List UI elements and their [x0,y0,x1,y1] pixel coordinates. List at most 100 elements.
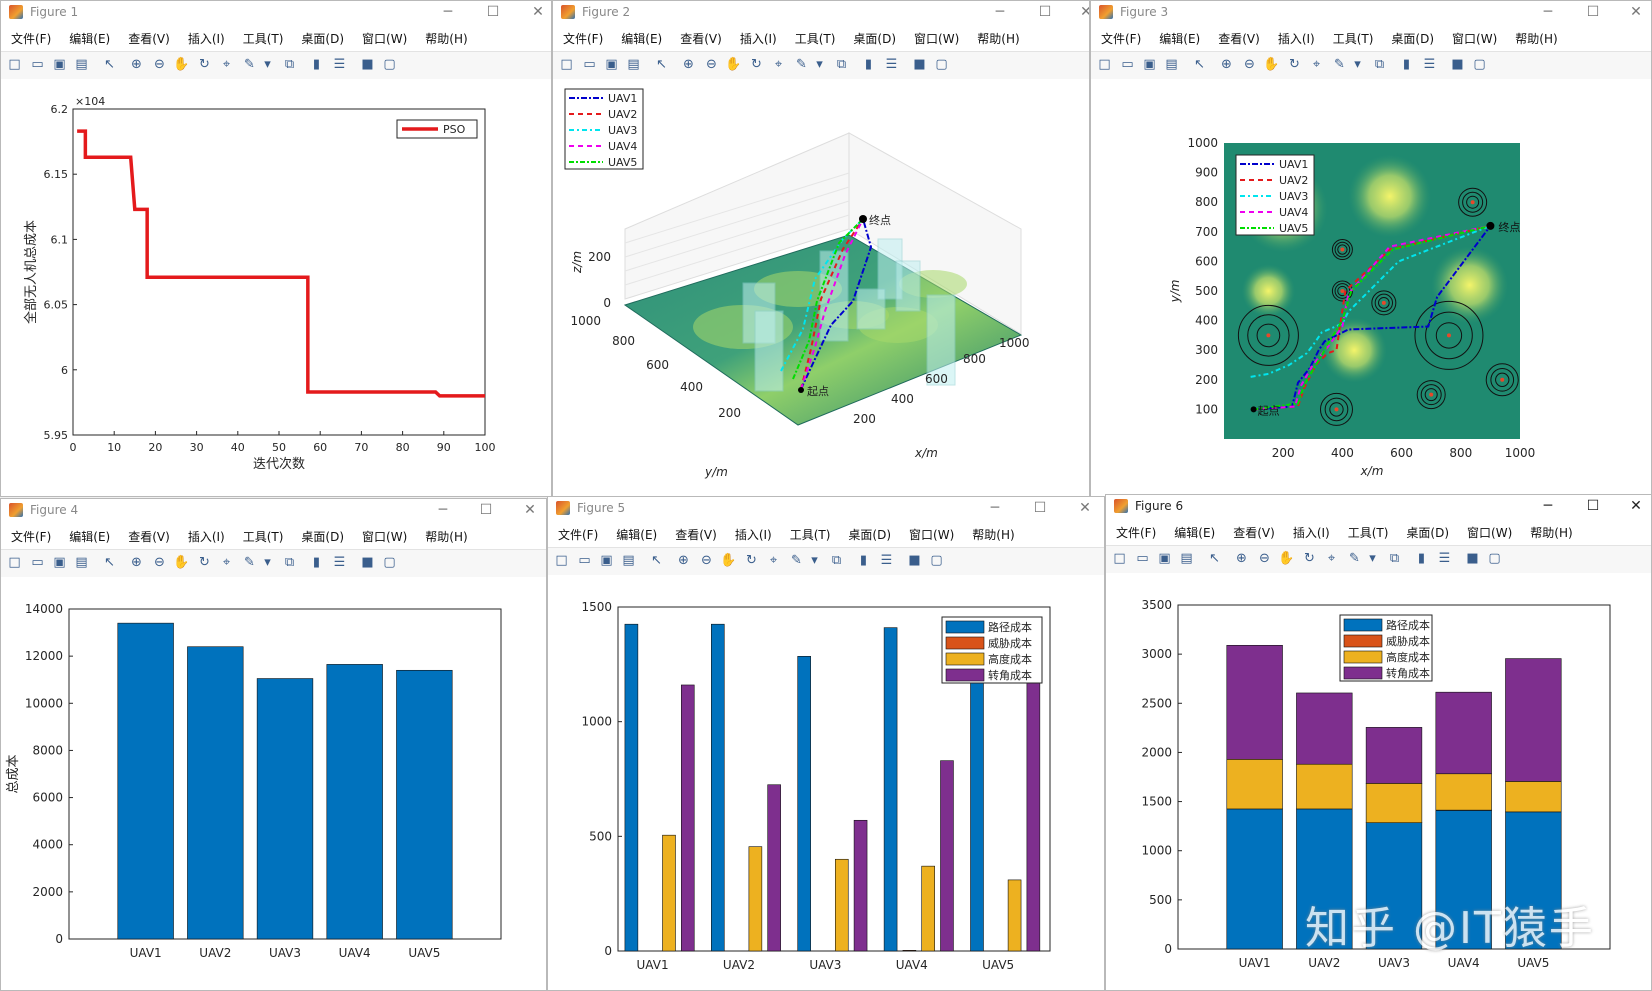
colorbar-icon[interactable]: ▮ [312,555,321,570]
menu-item-4[interactable]: 工具(T) [794,32,836,46]
hide-tools-icon[interactable]: ■ [1466,551,1479,566]
dock-icon[interactable]: ▢ [1488,551,1501,566]
figure-window-4[interactable]: Figure 4 ─ ☐ ✕ 文件(F) 编辑(E) 查看(V) 插入(I) 工具(T)… [0,498,547,991]
pan-hand-icon[interactable]: ✋ [720,553,737,568]
data-cursor-icon[interactable]: ⌖ [222,555,231,570]
save-icon[interactable]: ▣ [600,553,613,568]
dropdown-arrow-icon[interactable]: ▾ [1369,551,1376,566]
dropdown-arrow-icon[interactable]: ▾ [811,553,818,568]
maximize-button[interactable]: ☐ [479,502,493,518]
link-plot-icon[interactable]: ⧉ [1374,57,1385,72]
legend-icon[interactable]: ☰ [1438,551,1451,566]
link-plot-icon[interactable]: ⧉ [284,57,295,72]
new-file-icon[interactable]: □ [555,553,568,568]
menu-item-1[interactable]: 编辑(E) [621,32,663,46]
maximize-button[interactable]: ☐ [1586,498,1600,514]
brush-icon[interactable]: ✎ [244,57,255,72]
brush-icon[interactable]: ✎ [791,553,802,568]
maximize-button[interactable]: ☐ [1586,4,1600,20]
save-icon[interactable]: ▣ [605,57,618,72]
print-icon[interactable]: ▤ [75,57,88,72]
legend-icon[interactable]: ☰ [333,57,346,72]
link-plot-icon[interactable]: ⧉ [284,555,295,570]
zoom-out-icon[interactable]: ⊖ [154,57,165,72]
pan-hand-icon[interactable]: ✋ [1278,551,1295,566]
zoom-in-icon[interactable]: ⊕ [131,555,142,570]
legend-icon[interactable]: ☰ [880,553,893,568]
data-cursor-icon[interactable]: ⌖ [1312,57,1321,72]
data-cursor-icon[interactable]: ⌖ [222,57,231,72]
dropdown-arrow-icon[interactable]: ▾ [264,57,271,72]
menu-item-1[interactable]: 编辑(E) [69,530,111,544]
data-cursor-icon[interactable]: ⌖ [774,57,783,72]
dock-icon[interactable]: ▢ [930,553,943,568]
new-file-icon[interactable]: □ [1113,551,1126,566]
print-icon[interactable]: ▤ [1180,551,1193,566]
minimize-button[interactable]: ─ [443,4,453,20]
close-button[interactable]: ✕ [1069,3,1089,21]
open-folder-icon[interactable]: ▭ [583,57,596,72]
zoom-out-icon[interactable]: ⊖ [1244,57,1255,72]
open-folder-icon[interactable]: ▭ [1121,57,1134,72]
menu-item-0[interactable]: 文件(F) [1116,526,1157,540]
minimize-button[interactable]: ─ [438,502,448,518]
pan-hand-icon[interactable]: ✋ [173,57,190,72]
menu-item-3[interactable]: 插入(I) [187,530,225,544]
menu-item-5[interactable]: 桌面(D) [853,32,897,46]
menu-item-2[interactable]: 查看(V) [1233,526,1275,540]
menu-item-0[interactable]: 文件(F) [1101,32,1142,46]
save-icon[interactable]: ▣ [53,57,66,72]
zoom-in-icon[interactable]: ⊕ [1236,551,1247,566]
menu-item-6[interactable]: 窗口(W) [362,530,408,544]
pan-hand-icon[interactable]: ✋ [725,57,742,72]
maximize-button[interactable]: ☐ [1038,4,1052,20]
title-bar[interactable]: Figure 5 ─ ☐ ✕ [548,497,1104,520]
rotate-3d-icon[interactable]: ↻ [1304,551,1315,566]
close-button[interactable]: ✕ [1630,4,1642,20]
menu-item-5[interactable]: 桌面(D) [1391,32,1435,46]
close-button[interactable]: ✕ [532,4,544,20]
menu-item-0[interactable]: 文件(F) [563,32,604,46]
data-cursor-icon[interactable]: ⌖ [1327,551,1336,566]
zoom-out-icon[interactable]: ⊖ [706,57,717,72]
pointer-icon[interactable]: ↖ [104,57,115,72]
brush-icon[interactable]: ✎ [1349,551,1360,566]
open-folder-icon[interactable]: ▭ [31,555,44,570]
figure-window-2[interactable]: Figure 2 ─ ☐ ✕ 文件(F) 编辑(E) 查看(V) 插入(I) 工具(T)… [552,0,1090,497]
menu-item-5[interactable]: 桌面(D) [301,32,345,46]
dock-icon[interactable]: ▢ [935,57,948,72]
menu-item-6[interactable]: 窗口(W) [362,32,408,46]
minimize-button[interactable]: ─ [990,500,1000,516]
menu-item-5[interactable]: 桌面(D) [1406,526,1450,540]
menu-item-2[interactable]: 查看(V) [1218,32,1260,46]
print-icon[interactable]: ▤ [622,553,635,568]
menu-item-4[interactable]: 工具(T) [1332,32,1374,46]
print-icon[interactable]: ▤ [1165,57,1178,72]
dock-icon[interactable]: ▢ [383,57,396,72]
menu-item-1[interactable]: 编辑(E) [1174,526,1216,540]
new-file-icon[interactable]: □ [8,57,21,72]
legend-icon[interactable]: ☰ [333,555,346,570]
menu-item-6[interactable]: 窗口(W) [914,32,960,46]
zoom-out-icon[interactable]: ⊖ [1259,551,1270,566]
colorbar-icon[interactable]: ▮ [312,57,321,72]
menu-item-4[interactable]: 工具(T) [1347,526,1389,540]
menu-item-2[interactable]: 查看(V) [128,32,170,46]
open-folder-icon[interactable]: ▭ [31,57,44,72]
hide-tools-icon[interactable]: ■ [361,555,374,570]
pointer-icon[interactable]: ↖ [1194,57,1205,72]
save-icon[interactable]: ▣ [1158,551,1171,566]
menu-item-7[interactable]: 帮助(H) [1530,526,1573,540]
figure-window-5[interactable]: Figure 5 ─ ☐ ✕ 文件(F) 编辑(E) 查看(V) 插入(I) 工具(T)… [547,496,1105,991]
menu-item-0[interactable]: 文件(F) [558,528,599,542]
menu-item-4[interactable]: 工具(T) [789,528,831,542]
menu-item-2[interactable]: 查看(V) [128,530,170,544]
pointer-icon[interactable]: ↖ [651,553,662,568]
pan-hand-icon[interactable]: ✋ [173,555,190,570]
colorbar-icon[interactable]: ▮ [1417,551,1426,566]
menu-item-7[interactable]: 帮助(H) [425,530,468,544]
zoom-in-icon[interactable]: ⊕ [678,553,689,568]
legend-icon[interactable]: ☰ [885,57,898,72]
rotate-3d-icon[interactable]: ↻ [199,555,210,570]
menu-item-2[interactable]: 查看(V) [675,528,717,542]
